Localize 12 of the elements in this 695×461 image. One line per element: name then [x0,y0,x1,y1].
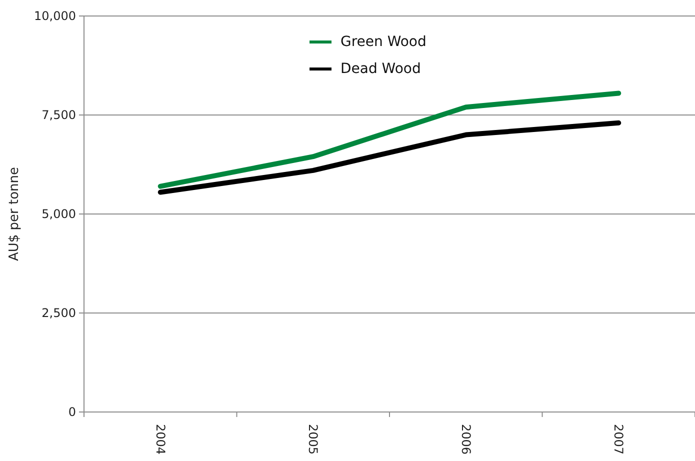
y-tick-label: 0 [68,404,76,419]
y-tick-label: 10,000 [34,8,76,23]
x-tick-label: 2005 [306,424,320,455]
x-tick-label: 2004 [153,424,168,455]
legend-label: Dead Wood [340,61,421,77]
y-tick-label: 2,500 [42,306,76,320]
x-tick-label: 2006 [458,424,473,455]
x-tick-label: 2007 [612,424,626,455]
legend-label: Green Wood [340,34,426,50]
y-tick-label: 5,000 [42,206,76,221]
y-tick-label: 7,500 [42,108,76,122]
y-axis-title: AU$ per tonne [7,166,22,262]
